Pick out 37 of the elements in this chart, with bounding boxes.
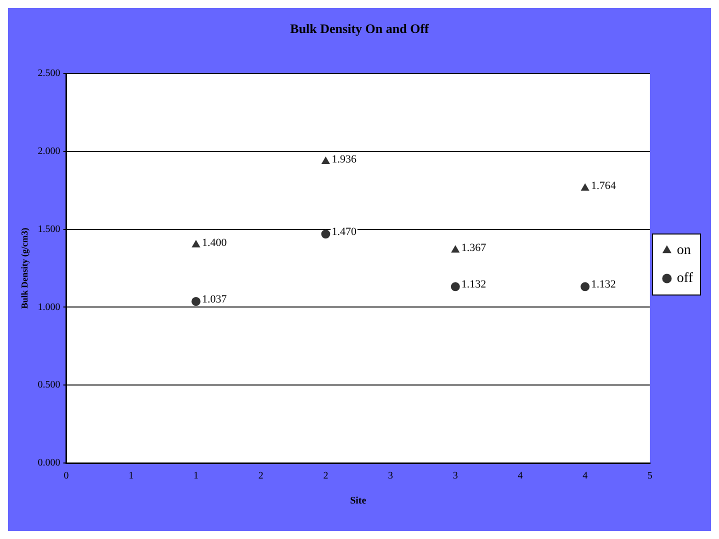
point	[450, 282, 460, 292]
x-tick-label: 4	[582, 470, 588, 482]
point	[322, 156, 330, 164]
data-label: 1.132	[591, 278, 616, 291]
x-axis-title: Site	[350, 496, 367, 507]
x-tick-label: 1	[193, 470, 198, 482]
x-tick-label: 3	[452, 470, 458, 482]
data-label: 1.037	[202, 293, 228, 306]
x-tick-label: 2	[258, 470, 264, 482]
y-tick-label: 2.000	[38, 146, 60, 158]
point	[451, 246, 460, 253]
data-label: 1.764	[591, 180, 616, 192]
y-tick-label: 2.500	[38, 68, 60, 80]
y-tick-label: 1.500	[38, 224, 60, 235]
y-tick-label: 1.000	[38, 302, 60, 313]
x-tick-label: 1	[128, 470, 134, 482]
x-tick-label: 3	[388, 470, 394, 482]
data-label: 1.132	[461, 278, 486, 291]
x-tick-label: 0	[64, 470, 69, 482]
data-label: 1.470	[332, 226, 357, 238]
x-tick-label: 4	[518, 470, 523, 482]
point	[580, 282, 590, 292]
y-axis-title: Bulk Density (g/cm3)	[20, 228, 30, 309]
chart-title: Bulk Density On and Off	[290, 21, 430, 36]
point	[321, 230, 330, 239]
x-tick-label: 2	[323, 470, 328, 482]
data-label: 1.367	[461, 242, 487, 254]
point	[192, 240, 200, 248]
legend-label: on	[676, 243, 691, 258]
data-label: 1.400	[202, 236, 228, 249]
point	[581, 184, 590, 191]
point	[191, 296, 200, 306]
x-tick-label: 5	[647, 470, 652, 482]
legend-label: off	[676, 271, 694, 286]
y-tick-label: 0.500	[38, 380, 60, 391]
y-tick-label: 0.000	[38, 458, 60, 469]
data-label: 1.936	[332, 153, 357, 166]
